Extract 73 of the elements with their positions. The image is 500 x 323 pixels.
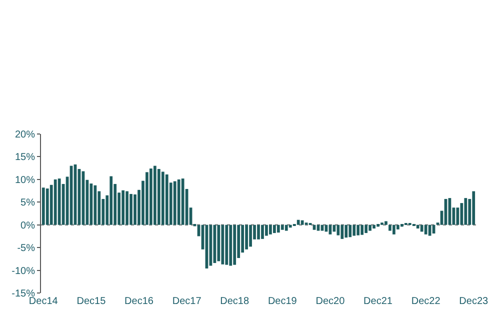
bar bbox=[364, 224, 368, 234]
bar bbox=[177, 179, 180, 225]
bar bbox=[284, 224, 288, 231]
bar bbox=[221, 224, 224, 264]
bar bbox=[217, 224, 220, 262]
bar bbox=[420, 224, 424, 232]
bar bbox=[122, 190, 124, 225]
bar bbox=[181, 178, 184, 225]
y-tick-label: 0% bbox=[20, 220, 36, 232]
bar bbox=[288, 224, 292, 228]
bar bbox=[273, 224, 276, 234]
x-tick-label: Dec15 bbox=[76, 296, 106, 307]
bar bbox=[58, 178, 61, 225]
bar bbox=[400, 224, 404, 227]
bar bbox=[340, 224, 344, 239]
bar bbox=[336, 224, 340, 236]
bar bbox=[300, 220, 304, 225]
y-tick-label: -5% bbox=[17, 243, 36, 254]
bar bbox=[360, 224, 364, 235]
bar bbox=[257, 224, 260, 240]
y-tick-label: 10% bbox=[14, 174, 36, 186]
bar bbox=[344, 224, 348, 238]
x-tick-label: Dec23 bbox=[459, 296, 488, 307]
y-tick-label: 5% bbox=[20, 198, 36, 209]
bar bbox=[54, 179, 57, 225]
bar bbox=[134, 194, 136, 225]
bar bbox=[416, 224, 420, 228]
bar bbox=[130, 194, 132, 225]
bar bbox=[225, 224, 228, 265]
bar bbox=[229, 224, 232, 266]
bar bbox=[261, 224, 264, 239]
bar bbox=[153, 166, 156, 225]
bar bbox=[94, 185, 97, 225]
bar bbox=[126, 191, 128, 225]
bar bbox=[392, 224, 396, 234]
x-tick-label: Dec20 bbox=[316, 296, 346, 307]
x-tick-label: Dec17 bbox=[172, 296, 202, 307]
bar bbox=[46, 188, 49, 225]
bar bbox=[146, 172, 148, 225]
x-tick-label: Dec16 bbox=[124, 296, 154, 307]
bar bbox=[265, 224, 268, 236]
bar bbox=[245, 224, 248, 250]
bar bbox=[249, 224, 252, 247]
bar bbox=[161, 172, 164, 225]
y-tick-label: 15% bbox=[14, 152, 36, 164]
bar bbox=[157, 168, 160, 225]
bar bbox=[165, 174, 168, 225]
bar bbox=[110, 176, 113, 225]
bar bbox=[368, 224, 372, 231]
bar bbox=[472, 191, 476, 225]
bar bbox=[233, 224, 236, 265]
bar bbox=[276, 224, 280, 233]
bar bbox=[352, 224, 356, 236]
bar bbox=[42, 188, 45, 225]
bar bbox=[376, 224, 380, 227]
bar bbox=[384, 221, 388, 225]
bar bbox=[372, 224, 376, 228]
x-tick-label: Dec22 bbox=[411, 296, 441, 307]
bar bbox=[269, 224, 272, 234]
x-tick-label: Dec21 bbox=[364, 296, 393, 307]
bar bbox=[150, 168, 152, 225]
bar bbox=[280, 224, 284, 230]
x-tick-label: Dec18 bbox=[220, 296, 250, 307]
bar bbox=[173, 181, 176, 225]
x-tick-label: Dec14 bbox=[28, 296, 58, 307]
bar bbox=[296, 220, 300, 225]
y-tick-label: -10% bbox=[12, 266, 36, 277]
bar bbox=[356, 224, 360, 236]
bar bbox=[464, 198, 468, 225]
bar bbox=[388, 224, 392, 231]
bar bbox=[348, 224, 352, 238]
y-tick-label: 20% bbox=[14, 130, 36, 140]
x-tick-label: Dec19 bbox=[268, 296, 298, 307]
